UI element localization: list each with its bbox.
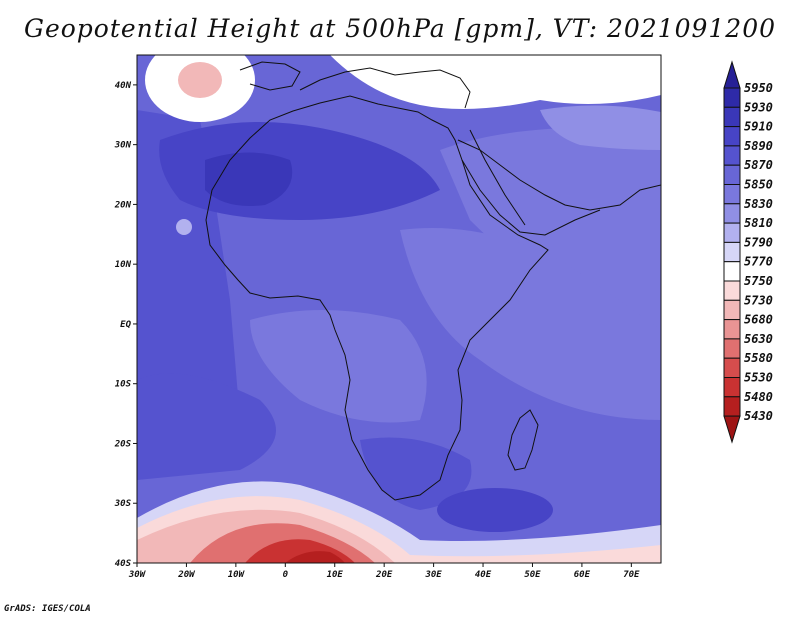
colorbar-label: 5910 <box>744 120 773 134</box>
arabia-south-coast <box>461 159 601 236</box>
colorbar-swatch <box>723 319 741 340</box>
colorbar-label: 5750 <box>744 274 773 288</box>
field-arabia <box>440 127 661 336</box>
x-tick-label: 30E <box>424 570 442 580</box>
colorbar-arrow-bottom <box>723 415 741 444</box>
coastlines <box>205 61 661 501</box>
colorbar-swatch <box>723 357 741 379</box>
arabia-coastline <box>457 139 661 211</box>
colorbar-label: 5810 <box>744 216 773 230</box>
colorbar-label: 5430 <box>744 409 773 423</box>
colorbar-label: 5890 <box>744 139 773 153</box>
y-tick-label: 40N <box>115 81 132 91</box>
map-title: Geopotential Height at 500hPa [gpm], VT:… <box>23 14 777 43</box>
colorbar-swatch <box>723 241 741 263</box>
colorbar-label: 5870 <box>744 158 773 172</box>
colorbar-swatch <box>723 184 741 205</box>
field-southern-africa <box>360 437 472 510</box>
africa-coastline <box>205 95 549 501</box>
field-europe-trough <box>330 55 661 109</box>
colorbar-swatch <box>723 338 741 359</box>
colorbar-label: 5950 <box>744 81 773 95</box>
colorbar-label: 5480 <box>744 390 773 404</box>
y-tick-label: 30S <box>114 499 132 509</box>
colorbar-swatch <box>723 396 741 417</box>
field-central-africa <box>250 310 427 423</box>
colorbar-label: 5730 <box>744 293 773 307</box>
y-tick-label: 10S <box>115 380 132 390</box>
colorbar-swatch <box>723 106 741 128</box>
plot-frame <box>136 54 662 564</box>
colorbar-swatch <box>723 377 741 398</box>
field-madagascar-high <box>437 488 553 532</box>
x-tick-label: 20W <box>177 570 196 580</box>
colorbar-label: 5580 <box>744 351 773 365</box>
axes: 30W 20W 10W 0 10E 20E 30E 40E 50E 60E 70E 40N 30N 20N… <box>114 81 640 580</box>
colorbar-label: 5530 <box>744 371 773 385</box>
colorbar-label: 5930 <box>744 100 773 114</box>
y-tick-label: 20S <box>114 439 132 449</box>
y-tick-label: 10N <box>115 260 132 270</box>
y-tick-label: 40S <box>115 559 132 569</box>
colorbar-swatch <box>723 126 741 147</box>
x-tick-label: 10W <box>228 570 246 580</box>
field-south-atlantic-high <box>137 373 276 480</box>
x-tick-label: 0 <box>283 570 289 580</box>
field-arabia-north <box>540 105 661 150</box>
colorbar-swatch <box>723 261 741 282</box>
colorbar-swatch <box>723 222 741 243</box>
colorbar-label: 5850 <box>744 178 773 192</box>
x-tick-label: 30W <box>128 570 147 580</box>
x-tick-label: 10E <box>327 570 344 580</box>
y-tick-label: 30N <box>114 141 132 151</box>
colorbar-label: 5680 <box>744 313 773 327</box>
x-tick-label: 50E <box>524 570 541 580</box>
colorbar-label: 5830 <box>744 197 773 211</box>
colorbar-arrow-top <box>723 60 741 89</box>
colorbar-swatch <box>723 299 741 321</box>
x-tick-label: 60E <box>574 570 591 580</box>
colorbar-swatch <box>723 145 741 166</box>
colorbar-swatch <box>723 164 741 185</box>
y-tick-label: 20N <box>114 200 132 210</box>
colorbar-swatch <box>723 87 741 108</box>
red-sea-coast <box>469 129 526 226</box>
colorbar-label: 5630 <box>744 332 773 346</box>
field-north-atlantic-core <box>178 62 222 98</box>
madagascar-coastline <box>507 409 539 471</box>
field-east-africa <box>400 228 661 420</box>
iberia-coast <box>239 61 301 91</box>
mediterranean-coast <box>299 67 471 109</box>
colorbar-swatch <box>723 280 741 301</box>
field-southern-trough-6 <box>285 551 345 563</box>
colorbar-label: 5770 <box>744 255 773 269</box>
x-tick-label: 20E <box>375 570 393 580</box>
grads-credit: GrADS: IGES/COLA <box>4 604 91 614</box>
colorbar-swatch <box>723 203 741 224</box>
y-tick-label: EQ <box>120 320 131 330</box>
field-cape-verde-low <box>176 219 192 235</box>
colorbar: 5950 5930 5910 5890 5870 5850 5830 5810 5790 5770… <box>723 60 773 444</box>
colorbar-label: 5790 <box>744 235 773 249</box>
x-tick-label: 70E <box>623 570 640 580</box>
x-tick-label: 40E <box>475 570 492 580</box>
